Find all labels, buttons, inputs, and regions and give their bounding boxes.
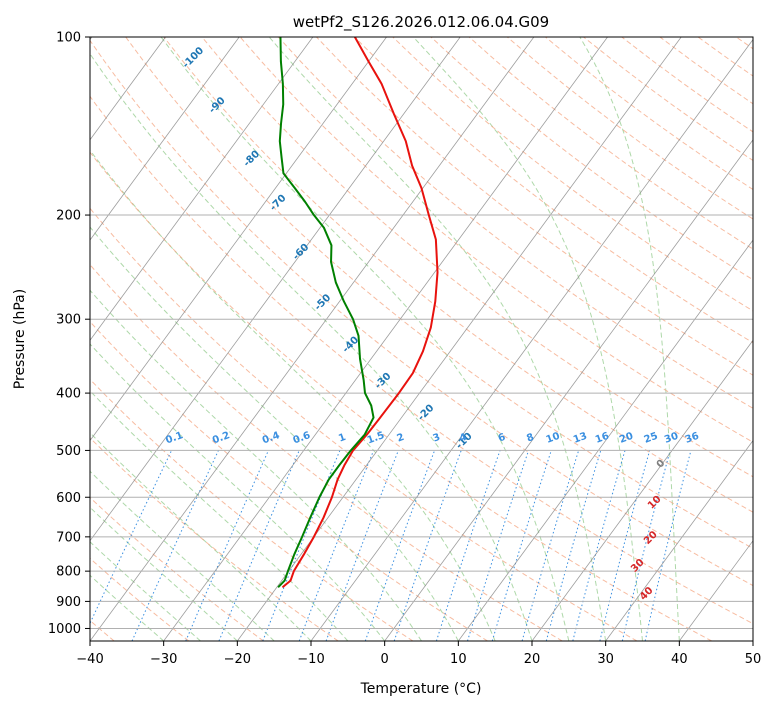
sounding-series <box>277 37 439 588</box>
moist-adiabat <box>90 226 459 641</box>
mixing-ratio-label: 36 <box>684 431 701 446</box>
temperature-line <box>282 37 439 588</box>
isotherm-line <box>90 37 166 141</box>
mixing-ratio-line <box>599 450 651 641</box>
moist-adiabat <box>90 289 422 641</box>
plot-frame <box>89 36 754 642</box>
moist-adiabat <box>90 470 275 641</box>
isotherm-line <box>752 640 753 641</box>
mixing-ratio-line <box>467 450 530 641</box>
y-axis-title: Pressure (hPa) <box>12 289 28 389</box>
y-tick-label: 800 <box>56 565 81 580</box>
dry-adiabat <box>163 37 753 513</box>
dry-adiabat <box>90 557 190 641</box>
isotherm-line <box>90 37 387 442</box>
y-axis: 100 200 300 400 500 600 700 800 900 1000 <box>48 31 90 637</box>
dry-adiabat <box>316 37 753 376</box>
mixing-ratio-line <box>572 450 626 641</box>
isotherm-line <box>458 239 753 641</box>
mixing-ratio-label: 3 <box>432 432 442 445</box>
mixing-ratio-label: 25 <box>643 431 660 446</box>
moist-adiabat <box>90 52 533 641</box>
dry-adiabat <box>90 95 753 625</box>
mixing-ratio-label: 6 <box>497 432 507 445</box>
y-tick-label: 1000 <box>48 622 81 637</box>
pressure-gridlines <box>90 37 753 629</box>
y-tick-label: 400 <box>56 387 81 402</box>
mixing-ratio-label: 20 <box>618 431 635 446</box>
mixing-ratio-line <box>185 450 269 641</box>
skewed-isotherms <box>90 37 753 641</box>
mixing-ratio-line <box>545 450 602 641</box>
mixing-ratio-label: 10 <box>545 431 562 446</box>
isotherm-line <box>384 139 753 641</box>
mixing-ratio-label: 1 <box>337 432 347 445</box>
y-tick-label: 100 <box>56 31 81 46</box>
y-tick-label: 500 <box>56 444 81 459</box>
y-tick-label: 700 <box>56 530 81 545</box>
mixing-ratio-label: 4 <box>458 432 468 445</box>
isotherm-line <box>163 37 608 641</box>
mixing-ratio-line <box>298 450 375 641</box>
isotherm-line <box>90 37 240 241</box>
dewpoint-line <box>277 37 375 588</box>
moist-adiabat <box>579 37 680 641</box>
x-tick-label: −30 <box>150 652 177 667</box>
mixing-ratio-line <box>131 450 219 641</box>
y-tick-label: 600 <box>56 491 81 506</box>
moist-adiabat <box>412 37 643 641</box>
x-tick-label: −20 <box>224 652 251 667</box>
y-tick-label: 900 <box>56 595 81 610</box>
dry-adiabat <box>277 37 753 409</box>
mixing-ratio-label: 8 <box>525 432 535 445</box>
chart-title: wetPf2_S126.2026.012.06.04.G09 <box>293 13 549 32</box>
isotherm-line <box>90 37 535 641</box>
x-tick-label: −10 <box>297 652 324 667</box>
moist-adiabat <box>90 149 496 641</box>
x-axis: −40 −30 −20 −10 0 10 20 30 40 50 <box>76 641 761 667</box>
isotherm-line <box>310 38 753 641</box>
x-tick-label: 20 <box>524 652 541 667</box>
dry-adiabats <box>90 37 753 641</box>
dry-adiabat <box>90 151 712 641</box>
mixing-ratio-line <box>325 450 399 641</box>
moist-adiabat <box>90 390 349 641</box>
x-tick-label: 10 <box>450 652 467 667</box>
plot-background <box>90 37 753 641</box>
mixing-ratio-line <box>435 450 501 641</box>
x-tick-label: 40 <box>671 652 688 667</box>
mixing-ratio-line <box>218 450 300 641</box>
x-tick-label: 30 <box>597 652 614 667</box>
x-tick-label: 50 <box>745 652 762 667</box>
x-axis-title: Temperature (°C) <box>360 681 482 697</box>
isotherm-line <box>605 439 753 641</box>
moist-adiabat <box>160 37 570 641</box>
isotherm-line <box>90 37 314 341</box>
y-tick-label: 200 <box>56 209 81 224</box>
mixing-ratio-label: 16 <box>594 431 611 446</box>
x-tick-label: −40 <box>76 652 103 667</box>
x-tick-label: 0 <box>381 652 389 667</box>
isotherm-line <box>531 339 753 641</box>
y-tick-label: 300 <box>56 313 81 328</box>
dry-adiabat <box>90 39 753 587</box>
mixing-ratio-line <box>364 450 436 641</box>
dry-adiabat <box>90 207 638 641</box>
dry-adiabat <box>90 263 563 641</box>
mixing-ratio-label: 13 <box>572 431 589 446</box>
mixing-ratio-label: 2 <box>395 432 405 445</box>
mixing-ratio-line <box>521 450 580 641</box>
mixing-ratio-label: 30 <box>663 431 680 446</box>
mixing-ratio-line <box>262 450 341 641</box>
mixing-ratio-line <box>644 450 692 641</box>
moist-adiabat <box>268 37 607 641</box>
mixing-ratio-line <box>621 450 671 641</box>
dry-adiabat <box>201 37 753 478</box>
moist-adiabats <box>90 37 680 641</box>
dry-adiabat <box>125 37 753 549</box>
